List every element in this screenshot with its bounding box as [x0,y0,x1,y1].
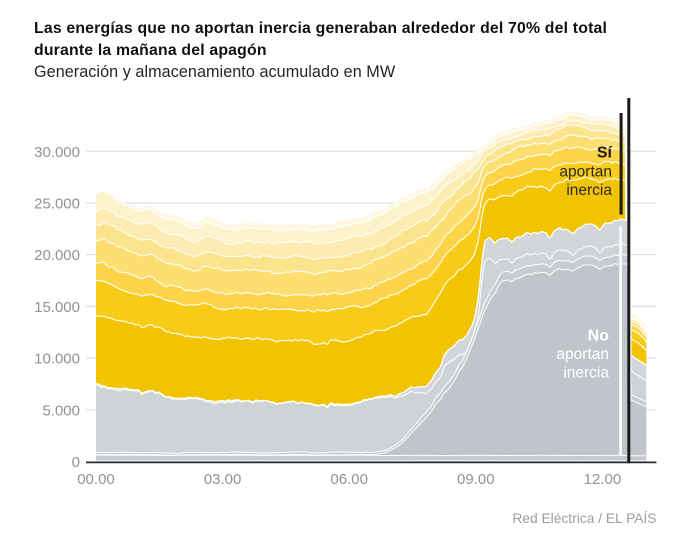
svg-text:20.000: 20.000 [34,247,80,264]
svg-text:03.00: 03.00 [204,471,242,488]
svg-text:Sí: Sí [597,145,613,162]
svg-text:aportan: aportan [559,164,612,181]
svg-text:10.000: 10.000 [34,351,80,368]
svg-text:30.000: 30.000 [34,144,80,161]
svg-text:15.000: 15.000 [34,299,80,316]
svg-text:0: 0 [72,454,80,471]
svg-text:12.00: 12.00 [584,471,622,488]
svg-text:aportan: aportan [556,346,609,363]
svg-text:25.000: 25.000 [34,196,80,213]
svg-text:No: No [588,328,610,345]
svg-text:Red Eléctrica / EL PAÍS: Red Eléctrica / EL PAÍS [512,510,656,526]
svg-text:inercia: inercia [563,365,609,382]
svg-text:06.00: 06.00 [330,471,368,488]
svg-text:09.00: 09.00 [457,471,495,488]
svg-text:5.000: 5.000 [42,402,80,419]
svg-text:00.00: 00.00 [77,471,115,488]
svg-text:inercia: inercia [566,182,612,199]
